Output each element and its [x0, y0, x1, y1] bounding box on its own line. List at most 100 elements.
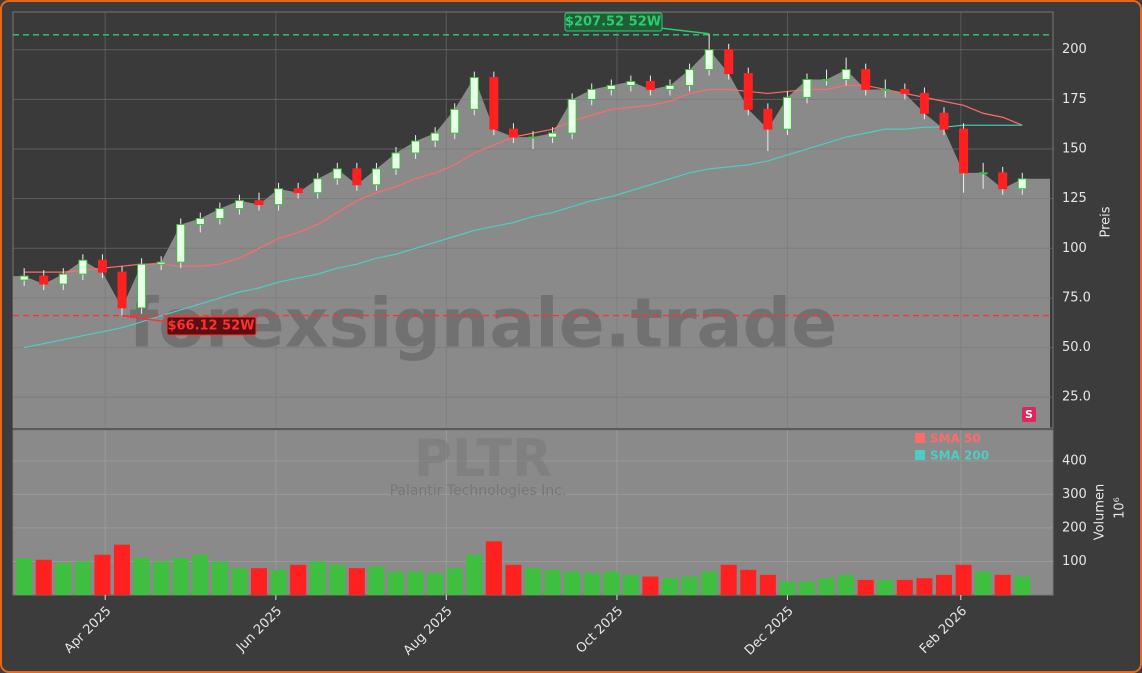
volume-bar: [309, 561, 326, 595]
candle-body: [78, 259, 88, 275]
volume-bar: [290, 564, 307, 595]
candle-body: [880, 88, 890, 91]
candle-body: [900, 88, 910, 94]
y2-axis-unit: 10⁶: [1113, 497, 1128, 519]
candle-body: [841, 69, 851, 81]
annotation-box: [166, 316, 257, 336]
candle-body: [998, 172, 1008, 190]
candle-body: [450, 108, 460, 134]
annotation-arrow: [121, 314, 169, 323]
volume-bar: [759, 574, 776, 595]
candle-body: [861, 69, 871, 90]
candle-body: [371, 168, 381, 186]
candle-body: [802, 79, 812, 98]
candle-body: [822, 79, 832, 82]
volume-bar: [525, 568, 541, 595]
ticker-watermark: PLTR: [414, 429, 552, 489]
legend-swatch: [915, 450, 925, 460]
candle-body: [919, 92, 929, 114]
volume-bar: [466, 554, 483, 595]
candle-body: [313, 178, 323, 194]
candle-body: [293, 188, 303, 194]
candle-body: [58, 273, 68, 285]
y-tick-label: 50.0: [1062, 340, 1091, 355]
candle-body: [978, 172, 988, 175]
candle-body: [469, 77, 479, 110]
volume-bar: [329, 564, 346, 595]
candle-body: [508, 128, 518, 138]
volume-bar: [114, 544, 131, 595]
candle-body: [1017, 178, 1027, 190]
volume-bar: [55, 563, 72, 595]
candle-body: [19, 275, 29, 281]
y-tick-label: 75.0: [1062, 290, 1091, 305]
volume-bar: [896, 579, 913, 595]
volume-bar: [603, 571, 620, 595]
volume-bar: [857, 579, 874, 595]
volume-bar: [564, 571, 581, 595]
volume-bar: [779, 581, 796, 595]
legend-label: SMA 50: [930, 432, 981, 446]
candle-body: [782, 96, 792, 130]
y-tick-label: 125: [1062, 191, 1087, 206]
candle-body: [548, 132, 558, 138]
company-watermark: Palantir Technologies Inc.: [390, 483, 567, 499]
y2-tick-label: 100: [1062, 554, 1087, 569]
candle-body: [606, 84, 616, 90]
volume-bar: [192, 554, 209, 595]
candle-body: [332, 168, 342, 180]
y-axis-label: Preis: [1099, 206, 1114, 237]
candle-body: [117, 271, 127, 309]
volume-bar: [251, 568, 268, 595]
volume-bar: [407, 571, 424, 595]
volume-bar: [388, 571, 405, 595]
volume-bar: [583, 573, 600, 595]
candle-body: [195, 218, 205, 225]
volume-bar: [172, 558, 189, 595]
volume-bar: [485, 541, 502, 595]
candle-body: [411, 140, 421, 154]
y-tick-label: 175: [1062, 92, 1087, 107]
candle-body: [665, 84, 675, 90]
y2-axis-label: Volumen: [1093, 484, 1108, 541]
annotation-arrow: [659, 27, 710, 35]
candle-body: [959, 128, 969, 174]
candle-body: [234, 200, 244, 210]
candle-body: [587, 88, 597, 100]
volume-bar: [701, 571, 718, 595]
candle-body: [176, 223, 186, 263]
volume-bar: [16, 558, 33, 595]
y2-tick-label: 200: [1062, 520, 1087, 535]
volume-bar: [955, 564, 972, 595]
legend-swatch: [915, 433, 925, 443]
candle-body: [939, 112, 949, 130]
candle-body: [763, 108, 773, 130]
candle-body: [626, 80, 636, 86]
volume-bar: [916, 578, 933, 595]
annotation-label: $66.12 52W: [167, 319, 254, 334]
candle-body: [352, 168, 362, 186]
volume-bar: [720, 564, 737, 595]
volume-bar: [975, 571, 992, 595]
volume-bar: [838, 574, 855, 595]
sma-line: [24, 84, 1023, 273]
candle-body: [567, 98, 577, 134]
candle-body: [137, 263, 147, 309]
volume-bar: [622, 574, 639, 595]
candle-body: [528, 136, 538, 139]
volume-bar: [368, 566, 385, 595]
volume-bar: [544, 569, 561, 595]
annotation-box: [564, 12, 663, 32]
volume-bar: [427, 573, 444, 595]
candle-body: [724, 49, 734, 75]
candle-body: [254, 200, 264, 206]
volume-bar: [270, 569, 287, 595]
y2-tick-label: 300: [1062, 487, 1087, 502]
y-tick-label: 100: [1062, 241, 1087, 256]
y-tick-label: 150: [1062, 142, 1087, 157]
y-tick-label: 25.0: [1062, 390, 1091, 405]
volume-bar: [348, 568, 365, 595]
candle-body: [489, 77, 499, 130]
